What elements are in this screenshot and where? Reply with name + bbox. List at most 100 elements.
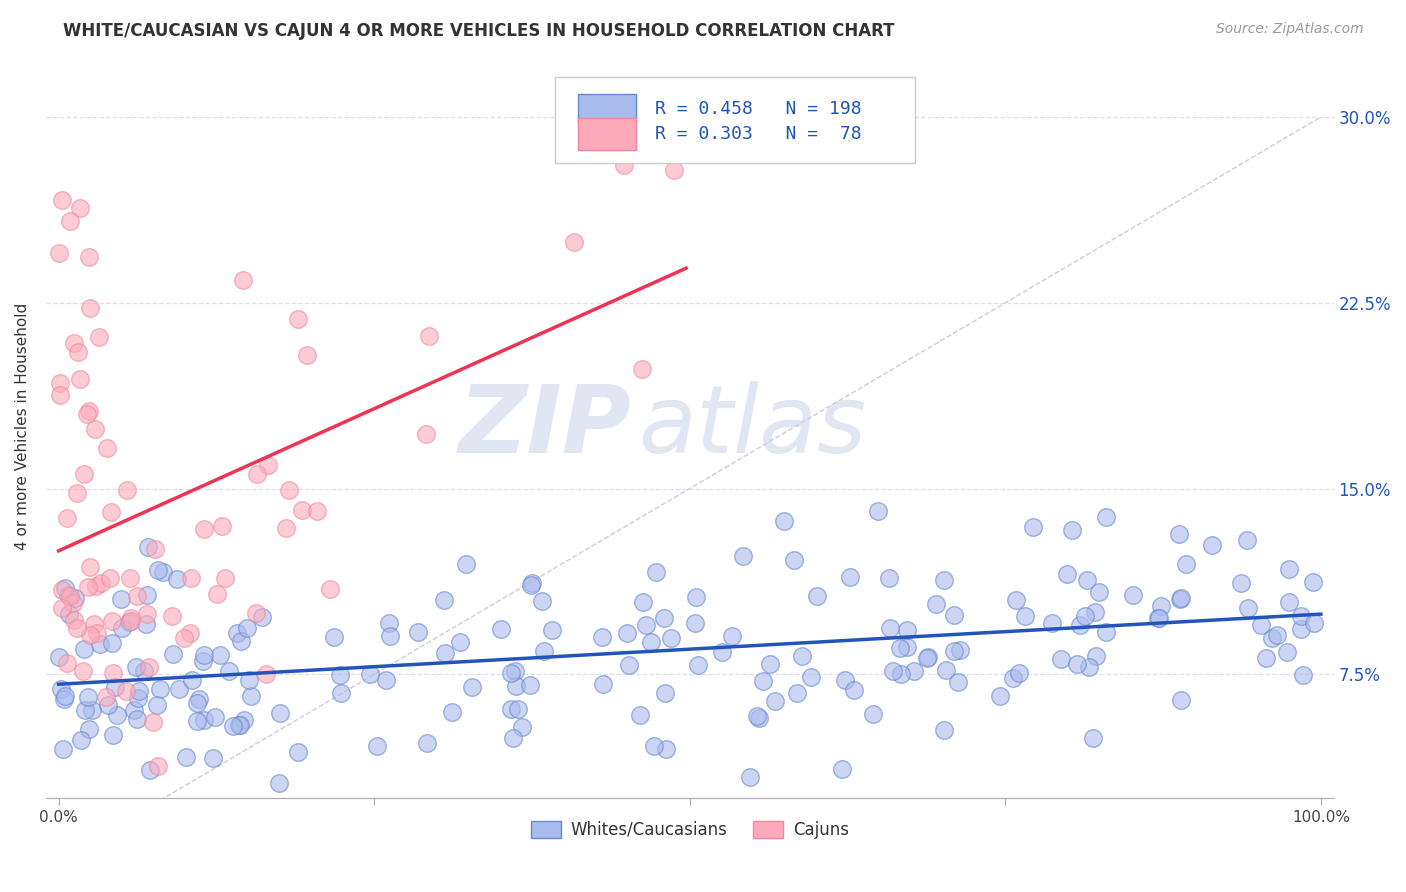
Point bbox=[193, 648, 215, 662]
Point bbox=[254, 666, 277, 681]
Point bbox=[103, 728, 125, 742]
Point bbox=[87, 330, 110, 344]
Point bbox=[1081, 731, 1104, 746]
Point bbox=[591, 631, 613, 645]
Point bbox=[433, 646, 456, 660]
Point bbox=[97, 698, 120, 712]
Point bbox=[76, 407, 98, 421]
Point bbox=[502, 731, 524, 746]
Point bbox=[790, 648, 813, 663]
Point bbox=[205, 587, 228, 601]
Point bbox=[125, 589, 148, 603]
Point bbox=[287, 745, 309, 759]
Point bbox=[896, 624, 918, 638]
Point bbox=[277, 483, 299, 498]
Point bbox=[115, 683, 138, 698]
Point bbox=[654, 686, 676, 700]
Point bbox=[62, 596, 84, 610]
Point bbox=[572, 135, 595, 149]
Point bbox=[1292, 668, 1315, 682]
Point bbox=[297, 347, 319, 361]
Point bbox=[146, 759, 169, 773]
Point bbox=[59, 590, 82, 604]
Point bbox=[146, 563, 169, 577]
Point bbox=[76, 690, 98, 705]
Legend: Whites/Caucasians, Cajuns: Whites/Caucasians, Cajuns bbox=[524, 814, 855, 846]
Point bbox=[1230, 576, 1253, 591]
Point bbox=[374, 673, 396, 687]
Point bbox=[173, 631, 195, 645]
Point bbox=[1260, 631, 1282, 645]
Point bbox=[1167, 526, 1189, 541]
Point bbox=[83, 617, 105, 632]
Point bbox=[1302, 615, 1324, 630]
Point bbox=[932, 723, 955, 737]
Point bbox=[1066, 657, 1088, 671]
Point bbox=[418, 329, 440, 343]
Point bbox=[1254, 651, 1277, 665]
Point bbox=[63, 613, 86, 627]
Point bbox=[454, 557, 477, 571]
Point bbox=[118, 615, 141, 629]
Point bbox=[52, 692, 75, 706]
Point bbox=[617, 658, 640, 673]
Point bbox=[69, 201, 91, 215]
Point bbox=[180, 571, 202, 585]
Point bbox=[72, 665, 94, 679]
Point bbox=[232, 273, 254, 287]
Point bbox=[449, 634, 471, 648]
Point bbox=[1122, 588, 1144, 602]
Point bbox=[378, 616, 401, 631]
Text: R = 0.303   N =  78: R = 0.303 N = 78 bbox=[655, 125, 862, 143]
Point bbox=[79, 628, 101, 642]
Point bbox=[380, 630, 402, 644]
FancyBboxPatch shape bbox=[578, 94, 636, 125]
Point bbox=[96, 441, 118, 455]
Text: R = 0.458   N = 198: R = 0.458 N = 198 bbox=[655, 101, 862, 119]
Point bbox=[105, 708, 128, 723]
Point bbox=[186, 714, 208, 729]
Point bbox=[1175, 557, 1198, 571]
Point bbox=[101, 665, 124, 680]
Point bbox=[56, 511, 79, 525]
Point bbox=[862, 706, 884, 721]
Point bbox=[1085, 648, 1108, 663]
Point bbox=[245, 606, 267, 620]
Point bbox=[782, 553, 804, 567]
Point bbox=[152, 565, 174, 579]
Point bbox=[66, 621, 89, 635]
Point bbox=[218, 664, 240, 678]
Point bbox=[124, 659, 146, 673]
Point bbox=[1069, 617, 1091, 632]
Point bbox=[62, 335, 84, 350]
Point bbox=[120, 611, 142, 625]
Point bbox=[440, 705, 463, 719]
Point bbox=[738, 770, 761, 784]
Point bbox=[943, 607, 966, 622]
Point bbox=[79, 301, 101, 315]
Point bbox=[51, 682, 73, 697]
Point bbox=[135, 617, 157, 632]
Point bbox=[1170, 693, 1192, 707]
Point bbox=[115, 483, 138, 498]
Point bbox=[1265, 628, 1288, 642]
Point bbox=[204, 710, 226, 724]
Point bbox=[842, 683, 865, 698]
Point bbox=[291, 503, 314, 517]
Point bbox=[1060, 524, 1083, 538]
Point bbox=[499, 665, 522, 680]
Point bbox=[506, 701, 529, 715]
Point bbox=[879, 621, 901, 635]
Point bbox=[167, 682, 190, 697]
Point bbox=[1289, 608, 1312, 623]
Point bbox=[69, 371, 91, 385]
Point bbox=[1022, 520, 1045, 534]
Point bbox=[239, 689, 262, 703]
Point bbox=[541, 623, 564, 637]
Point bbox=[77, 404, 100, 418]
Point bbox=[1236, 533, 1258, 547]
Point bbox=[1278, 562, 1301, 576]
Point bbox=[229, 633, 252, 648]
Point bbox=[745, 708, 768, 723]
Point bbox=[118, 571, 141, 585]
